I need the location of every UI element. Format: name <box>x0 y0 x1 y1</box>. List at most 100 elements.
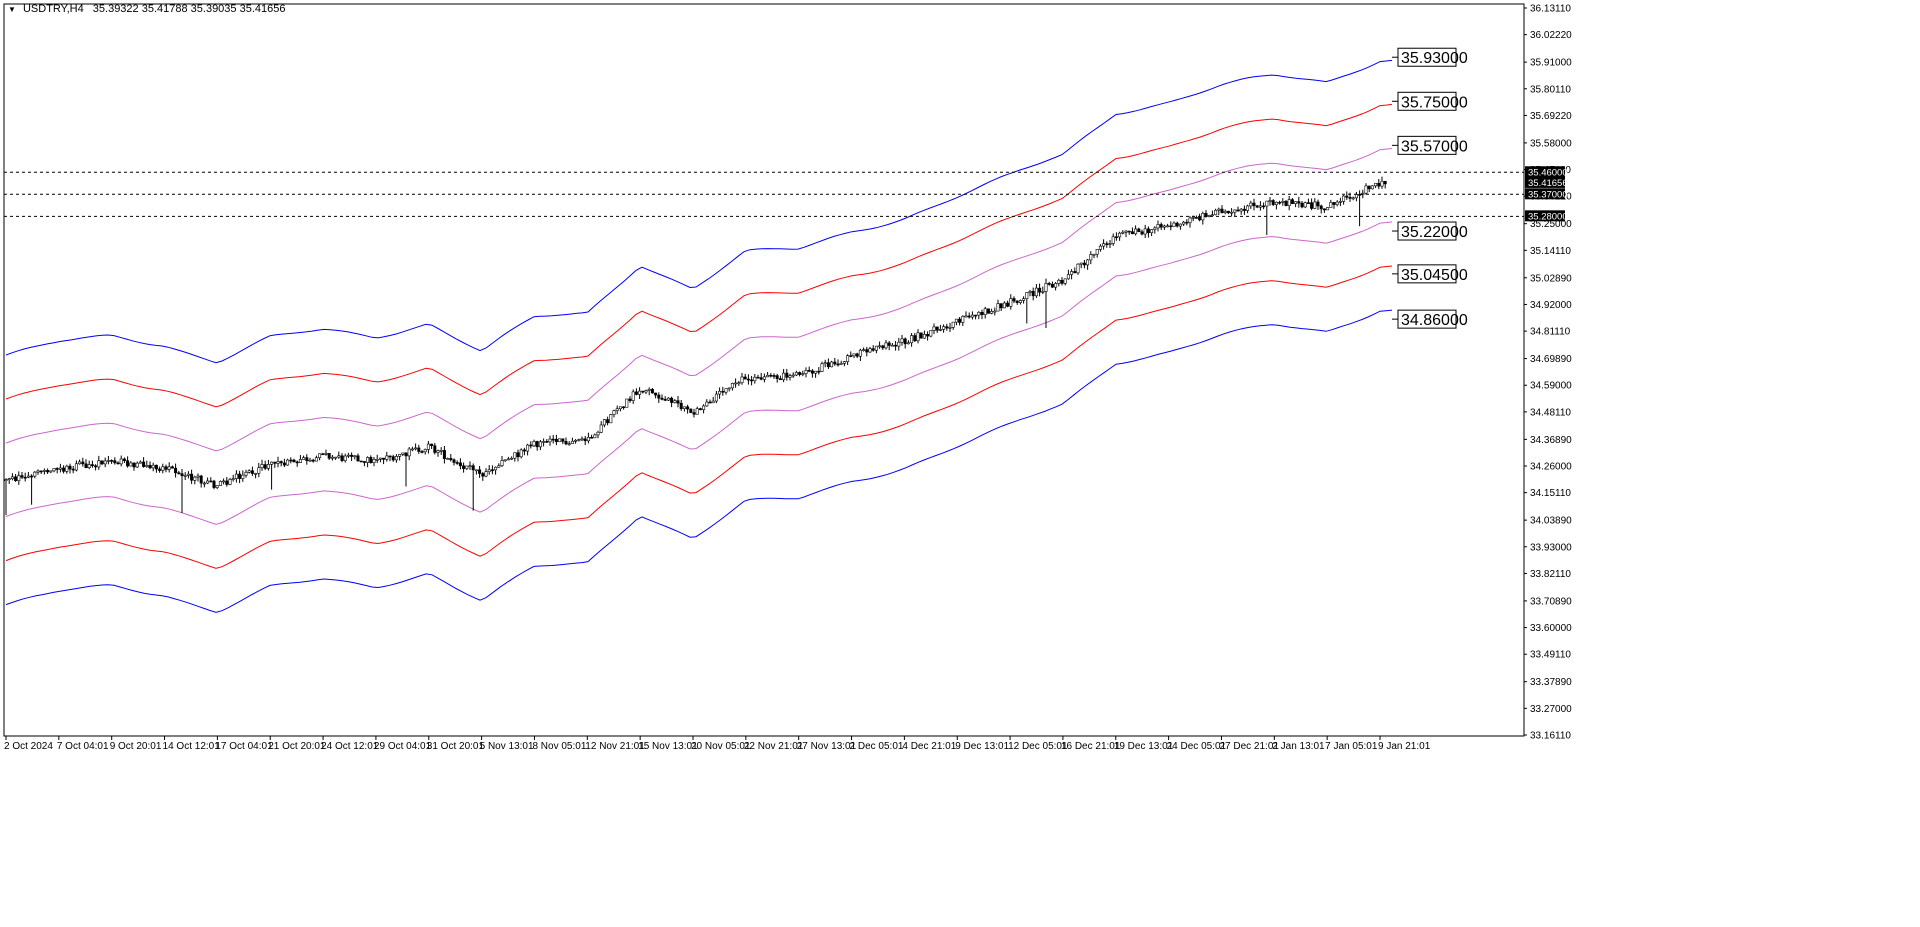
candle-body <box>919 332 923 339</box>
candle-body <box>1303 202 1307 208</box>
candle-body <box>734 382 738 385</box>
candle-body <box>711 400 715 404</box>
candle-body <box>449 458 453 461</box>
level-label: 35.57000 <box>1392 135 1468 155</box>
candle-body <box>1329 202 1333 208</box>
time-tick-label: 7 Oct 04:01 <box>57 741 109 752</box>
candle-body <box>1172 222 1176 227</box>
candle-body <box>951 321 955 328</box>
price-tick-label: 33.60000 <box>1530 623 1572 634</box>
candle-body <box>1022 298 1026 301</box>
candle-body <box>718 390 722 395</box>
candle-body <box>158 468 162 471</box>
price-tag-label: 35.46000 <box>1528 167 1568 178</box>
time-axis: 2 Oct 2024 7 Oct 04:01 9 Oct 20:01 14 Oct 1… <box>4 736 1431 752</box>
candle-body <box>999 303 1003 309</box>
candle-body <box>1374 182 1378 187</box>
candle-body <box>1191 217 1195 219</box>
time-tick-label: 8 Nov 05:01 <box>532 741 586 752</box>
candle-body <box>4 479 8 481</box>
collapse-triangle-icon[interactable]: ▼ <box>8 5 16 14</box>
candle-body <box>170 466 174 469</box>
candle-body <box>222 480 226 483</box>
time-tick-label: 17 Oct 04:01 <box>215 741 273 752</box>
candle-body <box>1015 300 1019 303</box>
price-tick-label: 35.02890 <box>1530 273 1572 284</box>
candle-body <box>545 441 549 443</box>
candle-body <box>1290 199 1294 205</box>
candle-body <box>554 438 558 443</box>
candle-body <box>442 450 446 459</box>
candle-body <box>583 438 587 442</box>
candle-body <box>487 469 491 472</box>
level-box <box>1397 309 1457 329</box>
candle-body <box>1009 298 1013 307</box>
time-tick-label: 27 Nov 13:01 <box>797 741 857 752</box>
candle-body <box>855 353 859 357</box>
candle-body <box>865 349 869 353</box>
candle-body <box>1246 205 1250 211</box>
candle-body <box>302 457 306 460</box>
candle-body <box>1239 208 1243 212</box>
candle-body <box>1194 217 1198 219</box>
candle-body <box>615 408 619 411</box>
candle-body <box>833 361 837 365</box>
candle-body <box>401 452 405 455</box>
candle-body <box>206 480 210 484</box>
candle-body <box>1041 291 1045 293</box>
candle-body <box>385 455 389 460</box>
candle-body <box>503 459 507 462</box>
candle-body <box>926 334 930 337</box>
candle-body <box>193 476 197 481</box>
candle-body <box>996 303 1000 312</box>
candle-body <box>87 464 91 469</box>
candle-body <box>1223 210 1227 214</box>
candle-body <box>455 462 459 464</box>
candle-body <box>1262 205 1266 208</box>
candle-body <box>884 342 888 349</box>
candle-body <box>689 408 693 413</box>
candle-body <box>702 405 706 411</box>
candle-body <box>337 455 341 458</box>
candle-body <box>1102 243 1106 247</box>
candle-body <box>1156 224 1160 229</box>
level-label: 35.75000 <box>1392 91 1468 111</box>
candle-body <box>1377 182 1381 187</box>
candle-body <box>78 461 82 465</box>
horizontal-lines[interactable] <box>4 171 1524 217</box>
candle-body <box>346 454 350 457</box>
candle-body <box>1124 230 1128 233</box>
candle-body <box>753 376 757 382</box>
candle-body <box>922 334 926 339</box>
price-tick-label: 34.69890 <box>1530 354 1572 365</box>
candle-body <box>564 441 568 445</box>
candle-body <box>782 372 786 381</box>
candle-body <box>324 453 328 455</box>
candle-body <box>1114 236 1118 239</box>
candle-body <box>804 370 808 374</box>
candle-body <box>682 406 686 409</box>
candle-body <box>798 372 802 375</box>
candle-body <box>606 419 610 424</box>
price-tick-label: 34.03890 <box>1530 516 1572 527</box>
candle-body <box>1127 230 1131 233</box>
candle-body <box>1070 271 1074 275</box>
candle-body <box>657 394 661 399</box>
candle-body <box>823 362 827 365</box>
candle-body <box>372 459 376 463</box>
candle-body <box>263 464 267 469</box>
candle-body <box>586 436 590 442</box>
candle-body <box>820 363 824 372</box>
candle-body <box>666 397 670 401</box>
candle-body <box>1079 262 1083 265</box>
candle-body <box>497 465 501 468</box>
candle-body <box>990 311 994 314</box>
candle-body <box>612 410 616 415</box>
candle-body <box>1326 207 1330 211</box>
candle-body <box>766 374 770 378</box>
candle-body <box>1265 200 1269 207</box>
candle-body <box>980 312 984 316</box>
price-tick-label: 34.26000 <box>1530 462 1572 473</box>
